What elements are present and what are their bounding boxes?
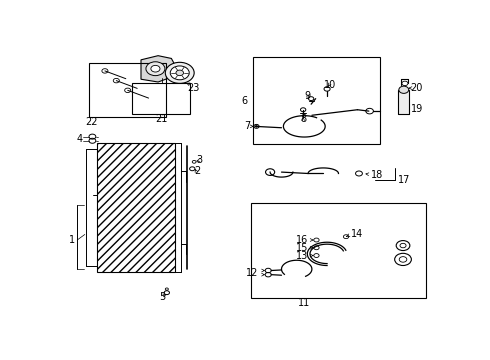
Bar <box>251 203 426 298</box>
Bar <box>89 63 167 117</box>
Bar <box>98 143 175 272</box>
Text: 8: 8 <box>300 114 306 124</box>
Text: 12: 12 <box>246 268 259 278</box>
Text: 23: 23 <box>187 82 199 93</box>
Circle shape <box>170 66 189 80</box>
Text: 4: 4 <box>76 134 82 144</box>
Circle shape <box>399 86 409 93</box>
Text: 2: 2 <box>194 166 200 176</box>
Text: 22: 22 <box>85 117 98 127</box>
Text: 13: 13 <box>296 251 308 261</box>
Circle shape <box>255 126 258 127</box>
Circle shape <box>176 70 184 76</box>
Text: 18: 18 <box>371 170 383 180</box>
Text: 15: 15 <box>295 243 308 253</box>
Polygon shape <box>141 56 175 82</box>
Circle shape <box>151 66 160 72</box>
Circle shape <box>146 62 165 76</box>
Text: 11: 11 <box>298 298 311 308</box>
Circle shape <box>165 62 194 84</box>
Text: 10: 10 <box>323 80 336 90</box>
Text: 7: 7 <box>244 121 250 131</box>
Text: 20: 20 <box>411 83 423 93</box>
Text: 19: 19 <box>411 104 423 114</box>
Text: 9: 9 <box>304 91 310 102</box>
Text: 6: 6 <box>241 96 247 106</box>
Bar <box>253 57 380 144</box>
Text: 21: 21 <box>156 114 168 124</box>
Text: 17: 17 <box>398 175 410 185</box>
Text: 3: 3 <box>197 155 203 165</box>
Text: 16: 16 <box>296 235 308 245</box>
Text: 5: 5 <box>159 292 165 302</box>
Bar <box>398 90 409 114</box>
Text: 14: 14 <box>351 229 363 239</box>
Text: 1: 1 <box>69 235 75 245</box>
Bar <box>131 84 190 114</box>
